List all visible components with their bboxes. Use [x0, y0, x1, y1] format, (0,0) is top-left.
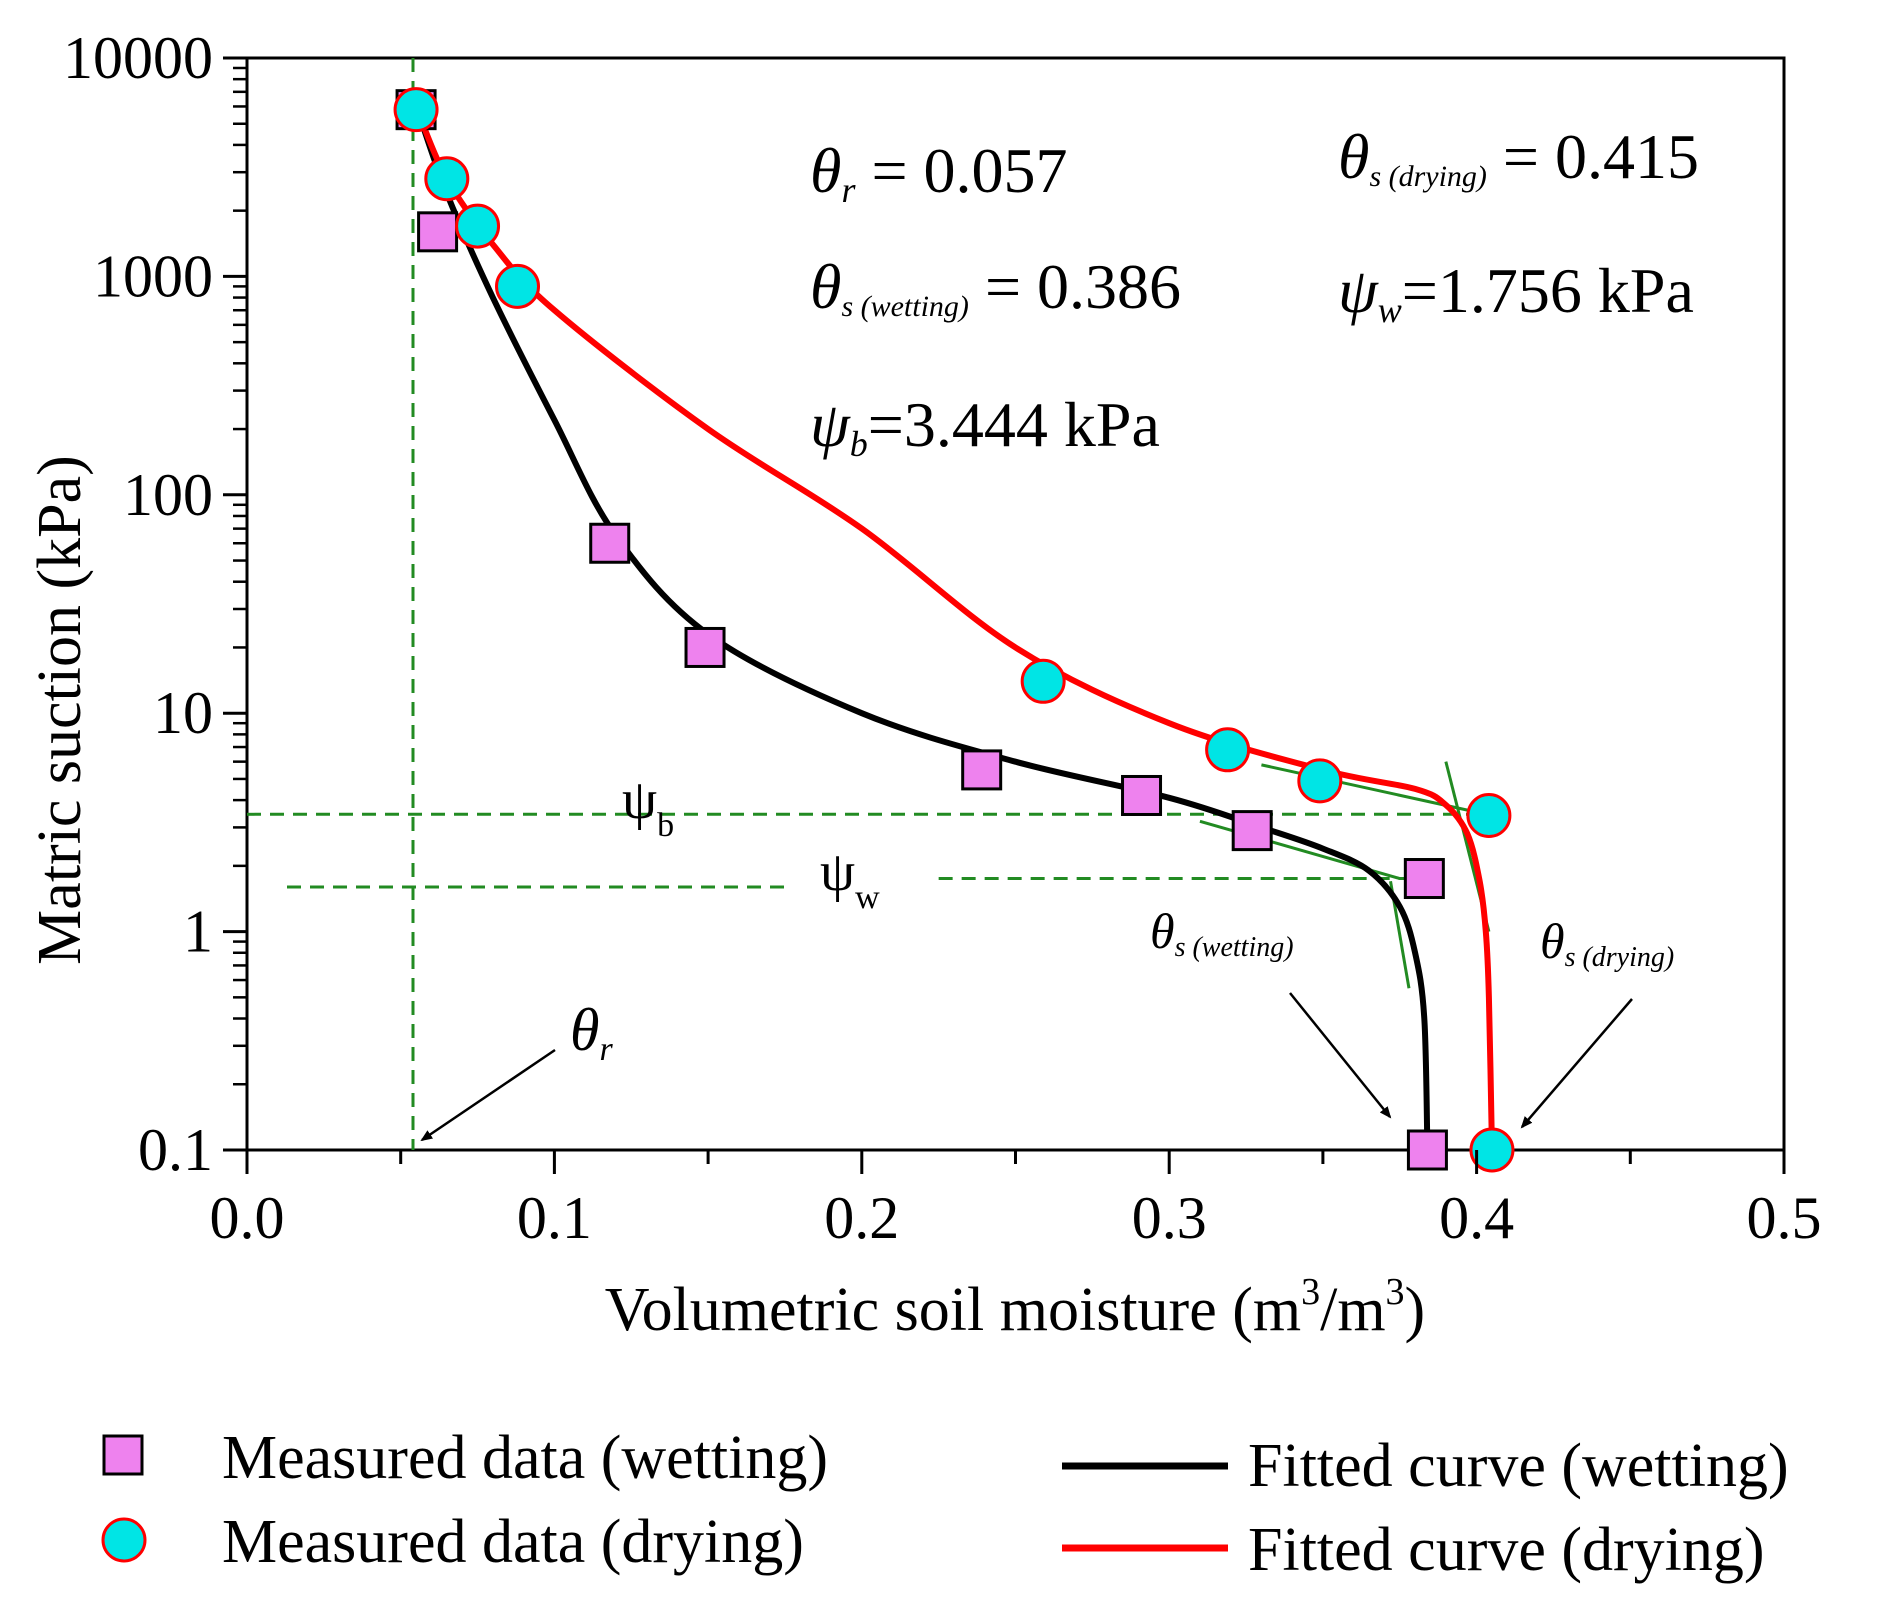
- y-tick-label: 100: [123, 462, 213, 528]
- legend-label-wetting-measured: Measured data (wetting): [222, 1424, 828, 1492]
- legend-label-drying-measured: Measured data (drying): [222, 1508, 804, 1576]
- drying-data-point: [1297, 758, 1343, 804]
- annotation-theta-r: θr = 0.057: [810, 135, 1068, 210]
- measured-markers: [393, 87, 1515, 1173]
- legend-label-wetting-fitted: Fitted curve (wetting): [1248, 1432, 1789, 1500]
- legend-label-drying-fitted: Fitted curve (drying): [1248, 1516, 1765, 1584]
- wetting-data-point: [589, 522, 631, 564]
- x-tick-label: 0.2: [824, 1185, 899, 1251]
- x-tick-label: 0.1: [517, 1185, 592, 1251]
- annotation-theta-s-drying: θs (drying) = 0.415: [1338, 121, 1699, 193]
- drying-data-point: [1020, 658, 1066, 704]
- x-tick-label: 0.3: [1132, 1185, 1207, 1251]
- drying-data-point: [424, 156, 470, 202]
- theta-r-arrow: [420, 1048, 556, 1142]
- annotation-theta-s-wetting: θs (wetting) = 0.386: [810, 251, 1181, 323]
- x-tick-label: 0.0: [210, 1185, 285, 1251]
- theta-s-wetting-marker: θs (wetting): [1150, 903, 1294, 963]
- wetting-data-point: [1406, 1129, 1448, 1171]
- wetting-data-point: [417, 211, 459, 253]
- wetting-data-point: [1121, 774, 1163, 816]
- fitted-curve: [416, 113, 1431, 1151]
- theta-s-wetting-arrow: [1289, 992, 1392, 1119]
- fitted-curve: [416, 113, 1495, 1151]
- drying-data-point: [1466, 793, 1512, 839]
- drying-data-point: [455, 203, 501, 249]
- y-tick-label: 1: [183, 899, 213, 965]
- wetting-data-point: [684, 626, 726, 668]
- y-tick-label: 10: [153, 680, 213, 746]
- fitted-curves: [416, 113, 1495, 1151]
- y-tick-label: 10000: [63, 25, 213, 91]
- x-tick-label: 0.4: [1439, 1185, 1514, 1251]
- y-axis-ticks: 0.1 1 10 100 1000 10000: [63, 25, 247, 1183]
- x-axis-ticks: 0.0 0.1 0.2 0.3 0.4 0.5: [210, 1150, 1822, 1251]
- legend-marker-drying: [101, 1517, 147, 1563]
- drying-data-point: [495, 263, 541, 309]
- drying-data-point: [393, 87, 439, 133]
- wetting-data-point: [1403, 858, 1445, 900]
- drying-data-point: [1205, 727, 1251, 773]
- legend: Measured data (wetting) Measured data (d…: [101, 1424, 1789, 1584]
- y-tick-label: 0.1: [138, 1117, 213, 1183]
- legend-marker-wetting: [102, 1434, 144, 1476]
- theta-r-marker: θr: [570, 997, 613, 1068]
- theta-s-drying-arrow: [1520, 998, 1633, 1129]
- psi-b-marker: ψb: [622, 769, 674, 844]
- wetting-data-point: [1231, 810, 1273, 852]
- theta-s-drying-marker: θs (drying): [1540, 913, 1674, 973]
- y-axis-label: Matric suction (kPa): [26, 455, 94, 965]
- annotation-psi-b: ψb=3.444 kPa: [810, 389, 1160, 464]
- drying-data-point: [1469, 1127, 1515, 1173]
- psi-w-marker: ψw: [820, 841, 880, 916]
- x-axis-label: Volumetric soil moisture (m3/m3): [605, 1271, 1425, 1344]
- reference-lines: [247, 58, 1489, 1150]
- y-tick-label: 1000: [93, 243, 213, 309]
- annotation-psi-w: ψw=1.756 kPa: [1338, 255, 1694, 330]
- wetting-data-point: [961, 749, 1003, 791]
- x-tick-label: 0.5: [1747, 1185, 1822, 1251]
